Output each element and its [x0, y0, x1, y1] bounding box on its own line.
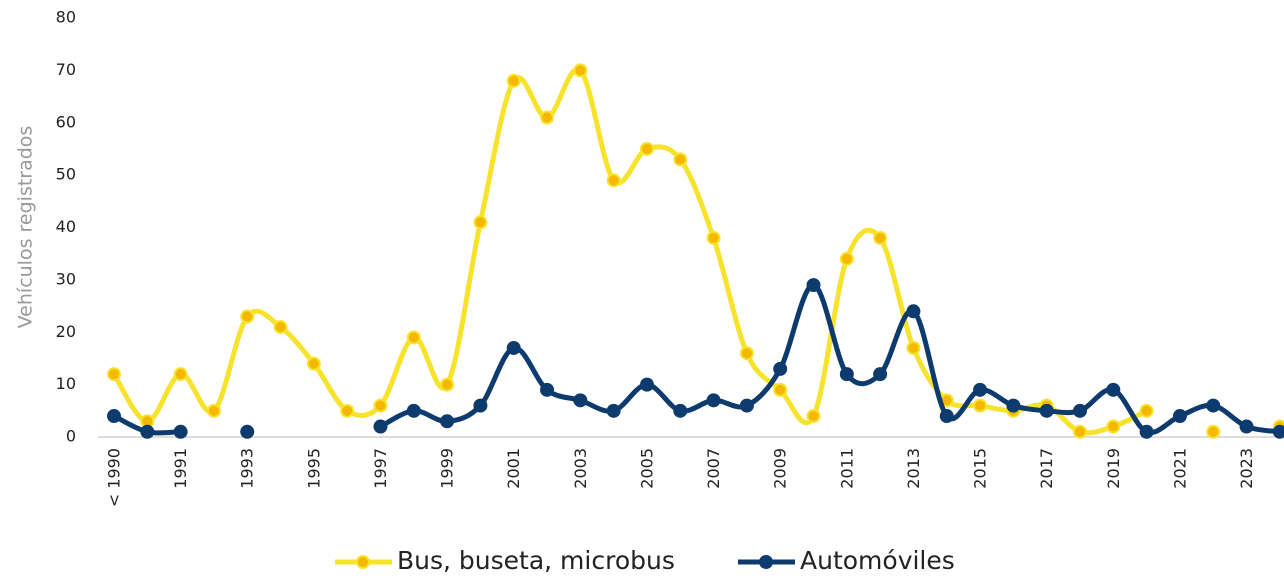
- marker: [440, 414, 455, 429]
- marker: [1172, 409, 1187, 424]
- marker: [773, 382, 788, 397]
- x-tick-label: 2005: [637, 448, 656, 489]
- marker: [906, 340, 921, 355]
- marker: [473, 398, 488, 413]
- marker: [706, 230, 721, 245]
- marker: [306, 356, 321, 371]
- marker: [673, 152, 688, 167]
- marker: [1139, 403, 1154, 418]
- marker: [1072, 424, 1087, 439]
- marker: [140, 424, 155, 439]
- marker: [240, 424, 255, 439]
- marker: [806, 409, 821, 424]
- y-tick-label: 20: [56, 322, 76, 341]
- y-axis-label: Vehículos registrados: [15, 126, 37, 329]
- series: [107, 278, 1284, 439]
- marker: [1106, 382, 1121, 397]
- marker: [173, 367, 188, 382]
- marker: [973, 382, 988, 397]
- x-tick-label: 2009: [771, 448, 790, 489]
- marker: [206, 403, 221, 418]
- marker: [540, 382, 555, 397]
- marker: [240, 309, 255, 324]
- marker: [1106, 419, 1121, 434]
- marker: [606, 403, 621, 418]
- y-tick-label: 50: [56, 165, 76, 184]
- x-tick-label: < 1990: [105, 448, 124, 507]
- marker: [1272, 424, 1284, 439]
- marker: [839, 251, 854, 266]
- series: [107, 63, 1284, 439]
- marker: [1006, 398, 1021, 413]
- legend-marker: [759, 555, 773, 569]
- marker: [739, 398, 754, 413]
- y-tick-label: 10: [56, 374, 76, 393]
- marker: [1206, 398, 1221, 413]
- x-tick-label: 2011: [837, 448, 856, 489]
- x-tick-label: 2001: [504, 448, 523, 489]
- marker: [573, 63, 588, 78]
- y-tick-label: 40: [56, 217, 76, 236]
- x-tick-label: 1997: [371, 448, 390, 489]
- series-line: [111, 66, 1148, 436]
- marker: [839, 367, 854, 382]
- marker: [373, 419, 388, 434]
- marker: [506, 340, 521, 355]
- y-tick-label: 30: [56, 269, 76, 288]
- marker: [573, 393, 588, 408]
- x-tick-label: 1991: [171, 448, 190, 489]
- x-tick-label: 1995: [304, 448, 323, 489]
- marker: [639, 377, 654, 392]
- marker: [340, 403, 355, 418]
- x-tick-label: 1993: [238, 448, 257, 489]
- y-tick-label: 60: [56, 112, 76, 131]
- legend-label: Bus, buseta, microbus: [397, 546, 675, 575]
- marker: [1039, 403, 1054, 418]
- marker: [440, 377, 455, 392]
- marker: [1239, 419, 1254, 434]
- marker: [739, 346, 754, 361]
- x-tick-label: 2007: [704, 448, 723, 489]
- y-tick-label: 70: [56, 60, 76, 79]
- marker: [506, 73, 521, 88]
- marker: [373, 398, 388, 413]
- marker: [273, 320, 288, 335]
- series-line: [379, 282, 1281, 435]
- marker: [107, 367, 121, 382]
- legend-marker: [356, 555, 370, 569]
- marker: [606, 173, 621, 188]
- marker: [706, 393, 721, 408]
- x-tick-label: 2019: [1104, 448, 1123, 489]
- marker: [906, 304, 921, 319]
- marker: [173, 424, 188, 439]
- marker: [639, 141, 654, 156]
- x-tick-label: 2021: [1170, 448, 1189, 489]
- legend-label: Automóviles: [800, 546, 955, 575]
- marker: [406, 330, 421, 345]
- x-tick-label: 2013: [904, 448, 923, 489]
- marker: [1139, 424, 1154, 439]
- y-tick-label: 0: [66, 427, 76, 446]
- x-tick-label: 2015: [971, 448, 990, 489]
- marker: [873, 230, 888, 245]
- marker: [107, 409, 121, 424]
- x-tick-label: 2023: [1237, 448, 1256, 489]
- marker: [806, 278, 821, 293]
- marker: [939, 409, 954, 424]
- marker: [406, 403, 421, 418]
- x-tick-label: 1999: [438, 448, 457, 489]
- marker: [1072, 403, 1087, 418]
- marker: [673, 403, 688, 418]
- marker: [1206, 424, 1221, 439]
- marker: [540, 110, 555, 125]
- marker: [873, 367, 888, 382]
- marker: [773, 361, 788, 376]
- x-tick-label: 2003: [571, 448, 590, 489]
- y-tick-label: 80: [56, 8, 76, 27]
- marker: [973, 398, 988, 413]
- marker: [473, 215, 488, 230]
- x-tick-label: 2017: [1037, 448, 1056, 489]
